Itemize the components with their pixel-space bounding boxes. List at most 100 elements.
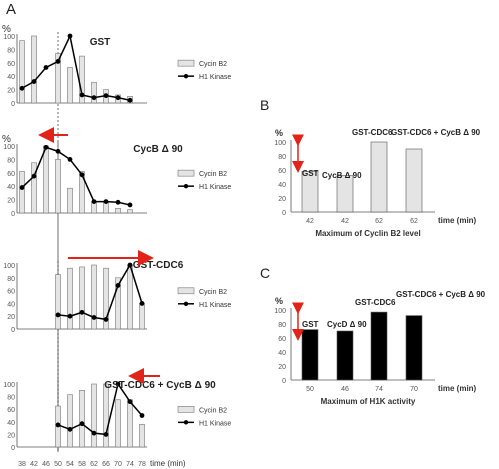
summary-bar (405, 148, 423, 213)
y-tick-label: 40 (7, 420, 15, 427)
y-unit-label: % (2, 134, 11, 145)
caption: Maximum of Cyclin B2 level (315, 229, 420, 238)
h1-kinase-point (127, 399, 133, 405)
x-tick-label: 70 (114, 461, 122, 468)
cyclin-bar (31, 35, 37, 104)
panel-a-letter: A (6, 1, 16, 18)
chart-title: CycB Δ 90 (133, 144, 183, 155)
legend-label: Cycin B2 (199, 171, 227, 178)
caption: Maximum of H1K activity (321, 397, 416, 406)
h1-kinase-point (103, 432, 109, 437)
summary-bar (336, 330, 354, 381)
h1-kinase-point (55, 59, 61, 64)
x-tick-label: 74 (375, 386, 383, 393)
x-tick-label: 38 (18, 461, 26, 468)
h1-kinase-point (79, 92, 85, 98)
y-tick-label: 80 (278, 322, 286, 329)
cyclin-bar (67, 267, 73, 330)
panel-a: A% 0 20 40 60 80 100 GST Cycin B2 H1 Kinase% 0 20 40… (2, 1, 231, 468)
cyclin-bar (43, 145, 49, 214)
summary-bar (301, 329, 319, 381)
y-unit-label: % (275, 128, 283, 138)
h1-kinase-point (19, 85, 25, 91)
y-tick-label: 80 (7, 157, 15, 164)
y-tick-label: 60 (7, 289, 15, 296)
y-tick-label: 0 (11, 445, 15, 452)
h1-kinase-point (43, 144, 49, 150)
x-tick-label: 42 (30, 461, 38, 468)
summary-bar (370, 311, 388, 381)
y-tick-label: 0 (282, 210, 286, 217)
x-tick-label: 70 (410, 386, 418, 393)
cyclin-bar (67, 67, 73, 104)
x-axis-label: time (min) (150, 459, 186, 468)
h1-kinase-point (67, 33, 73, 39)
cyclin-bar (115, 277, 121, 330)
h1-kinase-point (127, 97, 133, 103)
summary-bar (405, 315, 423, 381)
y-tick-label: 0 (11, 211, 15, 218)
chart-title: GST-CDC6 + CycB Δ 90 (104, 380, 216, 391)
h1-kinase-point (79, 309, 85, 315)
legend-line-marker (183, 301, 189, 306)
y-tick-label: 100 (3, 263, 15, 270)
y-tick-label: 100 (274, 308, 286, 315)
y-tick-label: 100 (3, 144, 15, 151)
h1-kinase-point (79, 421, 85, 427)
x-axis-label: time (min) (438, 216, 477, 225)
y-tick-label: 0 (282, 378, 286, 385)
y-tick-label: 40 (278, 182, 286, 189)
y-tick-label: 20 (7, 314, 15, 321)
cyclin-bar (79, 266, 85, 330)
y-tick-label: 0 (11, 101, 15, 108)
y-tick-label: 60 (7, 407, 15, 414)
x-tick-label: 62 (90, 461, 98, 468)
y-tick-label: 80 (7, 47, 15, 54)
x-tick-label: 50 (306, 386, 314, 393)
legend-bar-swatch (177, 406, 195, 413)
h1-kinase-line (21, 33, 131, 102)
x-tick-label: 46 (42, 461, 50, 468)
legend-line-marker (183, 420, 189, 425)
legend-line-marker (183, 73, 189, 79)
cyclin-bar (55, 159, 61, 214)
chart-title: GST-CDC6 (133, 260, 184, 271)
cyclin-bar (79, 389, 85, 448)
x-tick-label: 50 (54, 461, 62, 468)
legend-line-marker (183, 183, 189, 189)
y-tick-label: 20 (278, 364, 286, 371)
y-tick-label: 20 (7, 198, 15, 205)
cyclin-bar (103, 383, 109, 448)
y-tick-label: 40 (7, 74, 15, 81)
panel-b: B% 0 20 40 60 80 100 42 42 62 62 GST CycB Δ 90 GST-CD… (260, 97, 481, 238)
chart-title: GST (90, 37, 111, 48)
x-axis-label: time (min) (438, 384, 477, 393)
panel-c: C% 0 20 40 60 80 100 50 46 74 70 GST CycD Δ 90 GST-CD… (260, 265, 486, 406)
h1-kinase-point (67, 426, 73, 432)
legend-label: Cycin B2 (199, 61, 227, 68)
h1-kinase-point (115, 199, 121, 205)
legend-bar-swatch (177, 59, 195, 67)
cyclin-bar (67, 394, 73, 448)
x-tick-label: 66 (102, 461, 110, 468)
cyclin-bar (91, 264, 97, 330)
y-tick-label: 60 (7, 61, 15, 68)
h1-kinase-point (91, 430, 97, 436)
cyclin-bar (115, 208, 121, 214)
y-tick-label: 80 (278, 154, 286, 161)
summary-bar (336, 175, 354, 213)
legend-label: H1 Kinase (199, 74, 231, 81)
h1-kinase-point (79, 172, 85, 178)
legend-label: H1 Kinase (199, 302, 231, 309)
h1-kinase-point (139, 413, 145, 418)
bar-label: GST-CDC6 (352, 128, 393, 137)
cyclin-bar (91, 383, 97, 448)
h1-kinase-point (127, 262, 133, 268)
h1-kinase-point (103, 93, 109, 99)
panel-letter: B (260, 97, 269, 113)
x-tick-label: 62 (410, 218, 418, 225)
h1-kinase-point (67, 157, 73, 162)
y-tick-label: 20 (7, 432, 15, 439)
h1-kinase-point (43, 65, 49, 70)
